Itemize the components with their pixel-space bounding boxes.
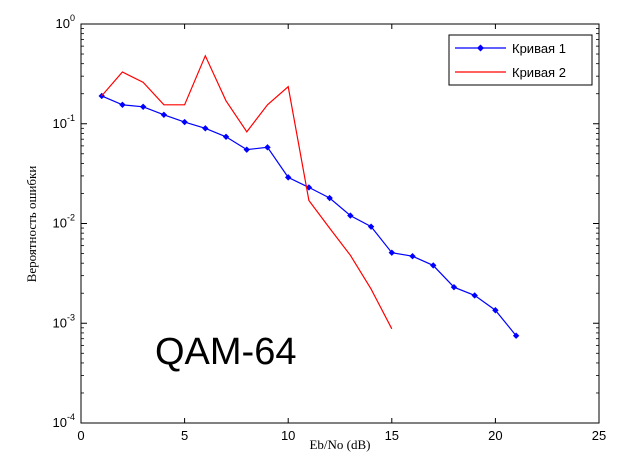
plot-area xyxy=(80,23,600,424)
annotation-qam64: QAM-64 xyxy=(155,331,296,373)
series-1-point xyxy=(367,223,375,230)
series-1-point xyxy=(430,262,437,269)
y-tick-label: 10-3 xyxy=(53,312,75,330)
series-layer xyxy=(98,54,520,339)
series-1-point xyxy=(139,103,147,110)
y-tick-label: 100 xyxy=(56,13,75,31)
x-tick-label: 0 xyxy=(77,428,84,443)
series-1-point xyxy=(264,144,271,151)
x-axis: 0 5 10 15 20 25 xyxy=(77,24,606,443)
series-1-point xyxy=(512,332,520,339)
series-1-point xyxy=(160,111,168,118)
legend-label-series-1: Кривая 1 xyxy=(512,41,566,56)
series-1-point xyxy=(326,194,333,202)
y-tick-label: 10-4 xyxy=(53,412,75,430)
series-1-point xyxy=(347,212,354,219)
x-axis-label: Eb/No (dB) xyxy=(309,437,370,452)
series-1-point xyxy=(222,133,230,140)
x-tick-label: 20 xyxy=(488,428,502,443)
series-1-point xyxy=(202,125,209,132)
series-1-point xyxy=(471,292,478,299)
x-tick-label: 5 xyxy=(181,428,188,443)
legend-box xyxy=(448,34,593,86)
series-1-point xyxy=(243,146,250,153)
series-1-point xyxy=(450,283,458,291)
y-axis-label: Вероятность ошибки xyxy=(24,166,39,283)
series-1-point xyxy=(181,118,188,126)
y-tick-label: 10-1 xyxy=(53,113,75,131)
x-tick-label: 10 xyxy=(281,428,295,443)
legend: Кривая 1 Кривая 2 xyxy=(448,34,593,86)
series-1-point xyxy=(492,307,499,314)
x-tick-label: 15 xyxy=(385,428,399,443)
y-axis: 100 10-1 10-2 10-3 10-4 xyxy=(53,13,599,430)
series-2-line xyxy=(101,54,393,330)
series-1-point xyxy=(119,101,126,108)
y-tick-label: 10-2 xyxy=(53,213,75,231)
series-1-point xyxy=(409,253,416,260)
series-1-point xyxy=(388,249,395,256)
legend-marker-series-1 xyxy=(477,44,484,52)
legend-label-series-2: Кривая 2 xyxy=(512,65,566,80)
series-1-point xyxy=(285,174,292,181)
x-tick-label: 25 xyxy=(592,428,606,443)
